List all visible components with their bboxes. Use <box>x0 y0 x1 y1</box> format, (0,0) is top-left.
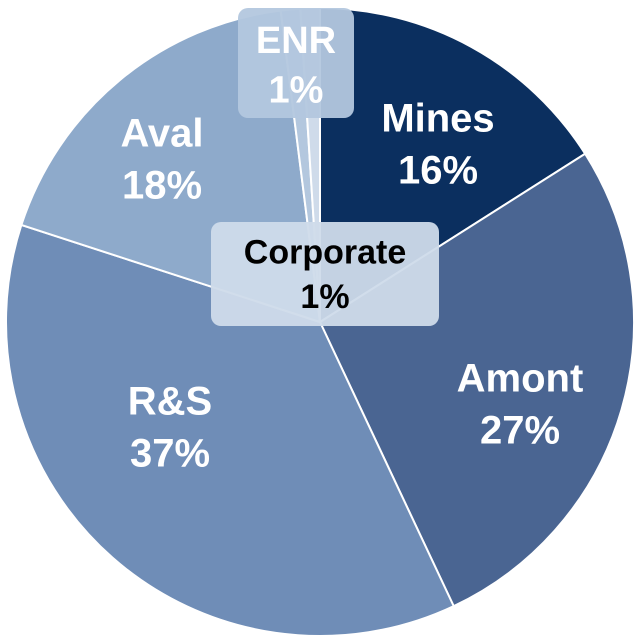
label-box <box>238 8 354 118</box>
slice-value-label: 16% <box>398 149 478 193</box>
slice-value-label: 27% <box>480 409 560 453</box>
slice-value-label: 37% <box>130 432 210 476</box>
slice-label: Mines <box>381 97 494 141</box>
slice-value-label: 1% <box>300 278 349 316</box>
slice-label: Aval <box>120 112 203 156</box>
pie-slice <box>318 152 635 608</box>
slice-label: Corporate <box>244 234 406 272</box>
slice-label: ENR <box>256 20 336 62</box>
slice-value-label: 18% <box>122 164 202 208</box>
pie-slice <box>5 223 456 637</box>
label-box <box>211 222 439 326</box>
slice-label: Amont <box>457 357 584 401</box>
slice-label: R&S <box>128 380 212 424</box>
slice-value-label: 1% <box>269 70 324 112</box>
